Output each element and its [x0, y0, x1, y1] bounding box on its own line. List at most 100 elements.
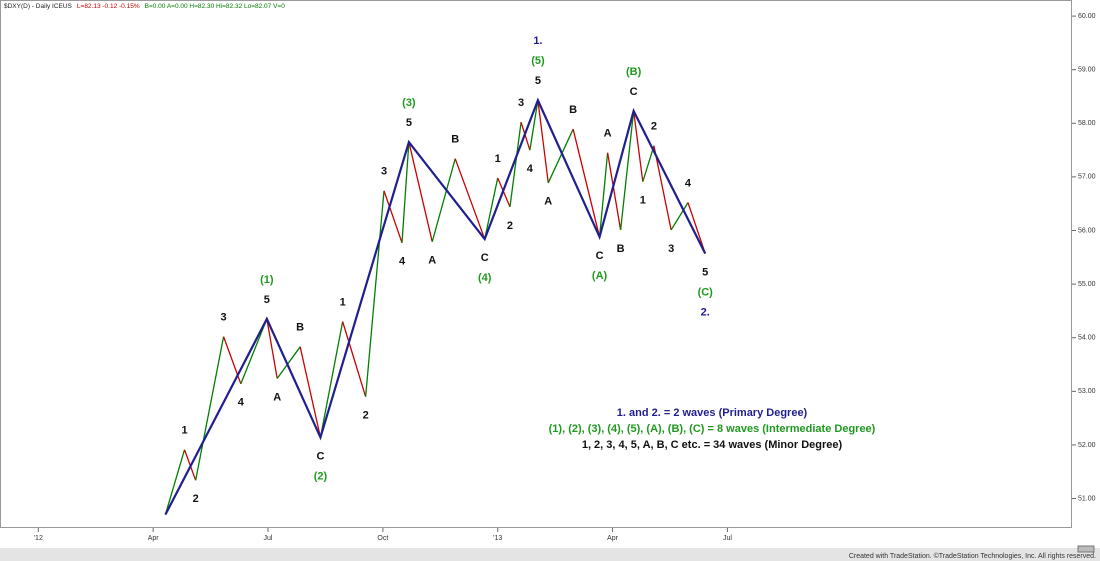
minor-label: 2	[193, 493, 199, 505]
y-tick-label: 58.00	[1078, 120, 1096, 127]
header: $DXY(D) - Daily ICEUS L=82.13 -0.12 -0.15…	[4, 3, 285, 10]
minor-wave-segment	[687, 202, 706, 254]
wave-line	[164, 97, 707, 516]
x-tick-label: Oct	[377, 535, 388, 542]
minor-label: 5	[535, 75, 541, 87]
minor-wave-segment	[383, 190, 403, 244]
minor-wave-segment	[240, 318, 268, 385]
primary-label: 1.	[533, 35, 542, 47]
minor-wave-segment	[364, 190, 385, 397]
primary-label: 2.	[701, 306, 710, 318]
header-part: B=0.00 A=0.00 H=82.30 Hi=82.32 Lo=82.07 …	[145, 3, 286, 10]
minor-label: A	[428, 255, 436, 267]
minor-wave-segment	[195, 336, 225, 481]
plot-frame	[0, 0, 1072, 528]
minor-wave-segment	[276, 346, 301, 379]
x-tick-label: Apr	[607, 535, 619, 542]
minor-label: 4	[238, 397, 245, 409]
minor-wave-segment	[520, 122, 531, 151]
x-tick-label: '12	[34, 535, 43, 542]
minor-wave-segment	[632, 110, 644, 182]
minor-label: 3	[518, 97, 524, 109]
x-tick-label: Jul	[723, 535, 732, 542]
y-tick-label: 54.00	[1078, 335, 1096, 342]
minor-label: 2	[507, 220, 513, 232]
minor-label: A	[544, 196, 552, 208]
minor-wave-segment	[454, 158, 486, 240]
minor-label: B	[569, 104, 577, 116]
x-tick-label: '13	[493, 535, 502, 542]
intermediate-label: (C)	[698, 286, 714, 298]
y-tick-label: 51.00	[1078, 495, 1096, 502]
x-tick-label: Jul	[264, 535, 273, 542]
minor-label: 3	[668, 243, 674, 255]
note: 1, 2, 3, 4, 5, A, B, C etc. = 34 waves (…	[582, 439, 843, 451]
minor-wave-segment	[484, 177, 499, 240]
minor-label: A	[273, 391, 281, 403]
minor-wave-segment	[431, 158, 456, 242]
minor-wave-segment	[529, 100, 539, 151]
minor-wave-segment	[266, 318, 278, 379]
intermediate-label: (B)	[626, 66, 642, 78]
header-part: L=82.13 -0.12 -0.15%	[77, 3, 140, 10]
note: (1), (2), (3), (4), (5), (A), (B), (C) =…	[549, 423, 876, 435]
x-tick-label: Apr	[148, 535, 160, 542]
header-part: $DXY(D) - Daily ICEUS	[4, 3, 73, 10]
minor-label: B	[296, 322, 304, 334]
minor-label: 4	[685, 178, 692, 190]
minor-wave-segment	[164, 449, 186, 515]
minor-label: 4	[527, 163, 534, 175]
minor-label: 5	[702, 266, 708, 278]
minor-label: 1	[640, 195, 646, 207]
minor-wave-segment	[509, 122, 522, 207]
minor-wave-segment	[670, 202, 689, 231]
minor-wave-segment	[319, 321, 344, 438]
y-tick-label: 56.00	[1078, 227, 1096, 234]
minor-label: C	[630, 86, 638, 98]
minor-label: 5	[406, 117, 412, 129]
intermediate-label: (A)	[592, 270, 608, 282]
minor-wave-segment	[342, 321, 367, 397]
minor-label: A	[604, 128, 612, 140]
minor-label: B	[617, 243, 625, 255]
minor-label: 1	[340, 297, 346, 309]
note: 1. and 2. = 2 waves (Primary Degree)	[617, 407, 808, 419]
minor-label: C	[316, 450, 324, 462]
minor-wave-segment	[547, 128, 574, 184]
minor-wave-segment	[606, 152, 622, 231]
minor-label: 4	[399, 256, 406, 268]
y-tick-label: 60.00	[1078, 13, 1096, 20]
footer-text: Created with TradeStation. ©TradeStation…	[849, 552, 1096, 560]
y-tick-label: 55.00	[1078, 281, 1096, 288]
minor-label: B	[451, 134, 459, 146]
minor-label: 2	[363, 410, 369, 422]
minor-wave-segment	[619, 110, 635, 231]
intermediate-label: (3)	[402, 97, 416, 109]
minor-wave-segment	[653, 145, 672, 231]
intermediate-label: (5)	[531, 55, 545, 67]
minor-label: 5	[264, 294, 270, 306]
minor-label: 2	[651, 121, 657, 133]
minor-wave-segment	[401, 142, 410, 243]
minor-wave-segment	[537, 100, 549, 183]
minor-label: C	[596, 250, 604, 262]
minor-wave-segment	[408, 141, 433, 242]
minor-label: 3	[381, 166, 387, 178]
minor-wave-segment	[598, 152, 609, 237]
intermediate-label: (4)	[478, 272, 492, 284]
minor-wave-segment	[497, 177, 511, 208]
minor-label: 1	[181, 425, 187, 437]
minor-label: 3	[221, 312, 227, 324]
intermediate-label: (2)	[314, 470, 328, 482]
minor-label: 1	[495, 153, 501, 165]
scroll-widget[interactable]	[1077, 545, 1095, 553]
minor-wave-segment	[572, 129, 601, 238]
y-tick-label: 53.00	[1078, 388, 1096, 395]
y-tick-label: 57.00	[1078, 174, 1096, 181]
minor-wave-segment	[299, 346, 322, 438]
y-tick-label: 59.00	[1078, 67, 1096, 74]
footer-bar	[0, 548, 1100, 561]
